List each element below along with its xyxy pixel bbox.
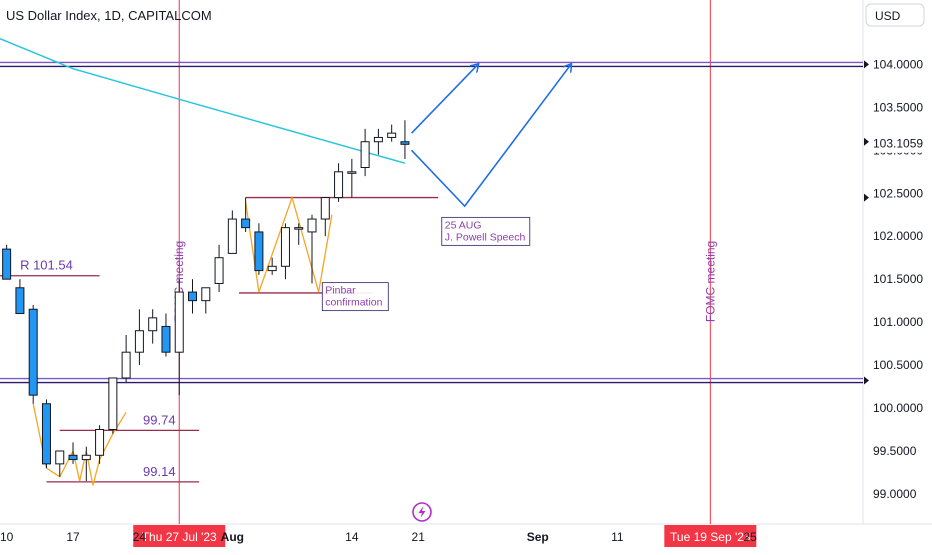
candle-body [28,308,38,396]
candle-body [188,291,198,302]
candle-body [174,291,184,353]
candle-body [214,257,224,284]
last-price-bg [868,134,930,153]
y-tick-label: 100.5000 [873,358,923,372]
currency-label: USD [875,9,901,23]
y-tick-label: 99.5000 [873,444,917,458]
x-tick-label: 24 [133,530,147,544]
candle-body [294,227,304,230]
candle-body [320,197,330,220]
candle-body [280,227,290,267]
axis-marker-icon [864,376,869,385]
candle-body [347,171,357,174]
x-tick-label: 21 [412,530,426,544]
candle-body [68,454,78,461]
x-tick-label: 11 [611,530,624,544]
level-label: 99.74 [143,412,176,427]
annotation-box[interactable] [321,282,389,312]
candle-body [254,231,264,272]
annotation-box[interactable] [441,216,531,246]
last-price-label: 103.1059 [873,137,923,151]
annotation-line2: J. Powell Speech [445,231,526,243]
y-tick-label: 101.0000 [873,315,923,329]
level-label: 99.14 [143,464,176,479]
projection-arrow[interactable] [411,64,571,208]
candle-body [400,141,410,145]
currency-button[interactable] [865,3,925,27]
candle-body [95,429,105,456]
event-axis-label-bg [664,525,757,547]
candle-body [15,287,25,315]
chart-title: US Dollar Index, 1D, CAPITALCOM [6,8,212,23]
price-axis[interactable] [863,0,932,524]
event-label: FOMC meeting [703,241,717,322]
lightning-icon[interactable] [412,502,432,522]
candle-body [134,330,144,353]
event-axis-label: Thu 27 Jul '23 [142,530,217,544]
x-tick-label: 14 [345,530,359,544]
candle-body [121,351,131,379]
moving-average-line [0,37,406,164]
y-tick-label: 99.0000 [873,487,917,501]
candle-body [241,218,251,229]
x-tick-label: 10 [0,530,14,544]
candle-body [41,403,51,465]
pattern-zigzag [32,403,127,486]
axis-marker-icon [864,193,869,202]
x-tick-label: 25 [743,530,757,544]
event-axis-label: Tue 19 Sep '23 [670,530,751,544]
axis-marker-icon [864,60,869,69]
candle-body [81,454,91,461]
candle-body [55,450,65,465]
y-tick-label: 102.5000 [873,186,923,200]
candle-body [161,325,171,353]
x-tick-label: 17 [66,530,80,544]
candle-body [360,141,370,169]
axis-marker-icon [864,137,869,146]
y-tick-label: 103.5000 [873,100,923,114]
annotation-line1: 25 AUG [445,219,482,231]
x-tick-label: Sep [527,530,549,544]
candle-body [108,377,118,431]
annotation-line1: Pinbar [325,285,356,297]
y-tick-label: 101.5000 [873,272,923,286]
y-tick-label: 100.0000 [873,401,923,415]
candle-body [307,218,317,233]
candle-body [373,136,383,143]
y-tick-label: 104.0000 [873,57,923,71]
candle-body [387,132,397,138]
candle-body [201,287,211,302]
annotation-line2: confirmation [325,297,382,309]
projection-arrow[interactable] [411,64,478,134]
candle-body [2,248,12,280]
y-tick-label: 102.0000 [873,229,923,243]
x-tick-label: Aug [221,530,244,544]
candle-body [334,171,344,199]
level-label: R 101.54 [20,258,73,273]
candle-body [267,265,277,272]
event-axis-label-bg [133,525,226,547]
candle-body [148,317,158,332]
candle-body [227,218,237,254]
